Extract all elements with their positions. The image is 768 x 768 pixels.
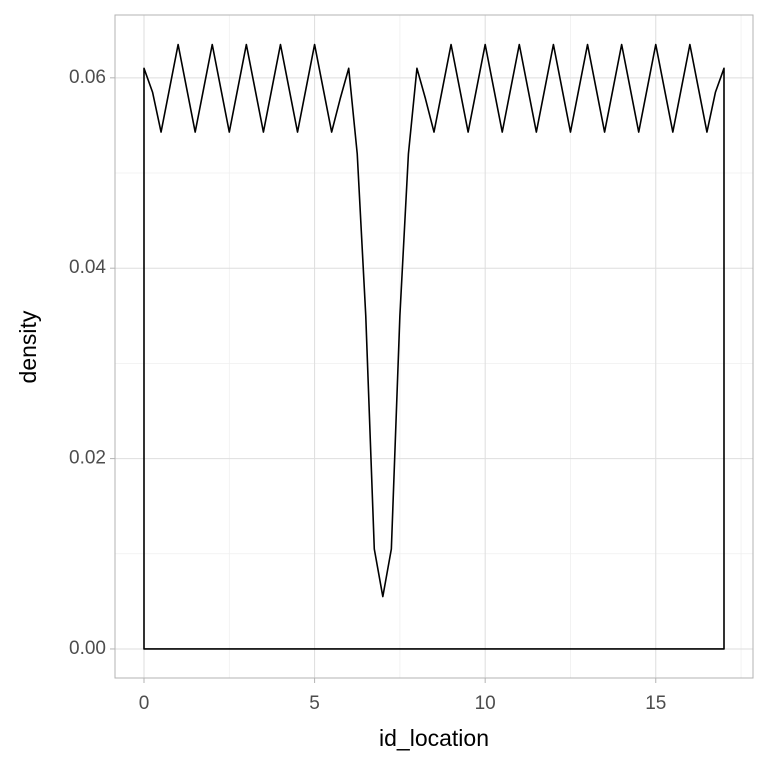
y-tick-label: 0.00	[69, 638, 106, 659]
x-tick-label: 10	[475, 693, 496, 714]
x-tick-label: 5	[309, 693, 320, 714]
x-axis-title: id_location	[379, 725, 489, 751]
y-tick-label: 0.06	[69, 67, 106, 88]
y-tick-label: 0.04	[69, 257, 106, 278]
x-tick-label: 15	[645, 693, 666, 714]
density-curve	[143, 43, 725, 650]
x-tick-label: 0	[139, 693, 150, 714]
panel-border	[114, 14, 754, 679]
y-axis-title: density	[15, 310, 41, 383]
y-tick-label: 0.02	[69, 448, 106, 469]
